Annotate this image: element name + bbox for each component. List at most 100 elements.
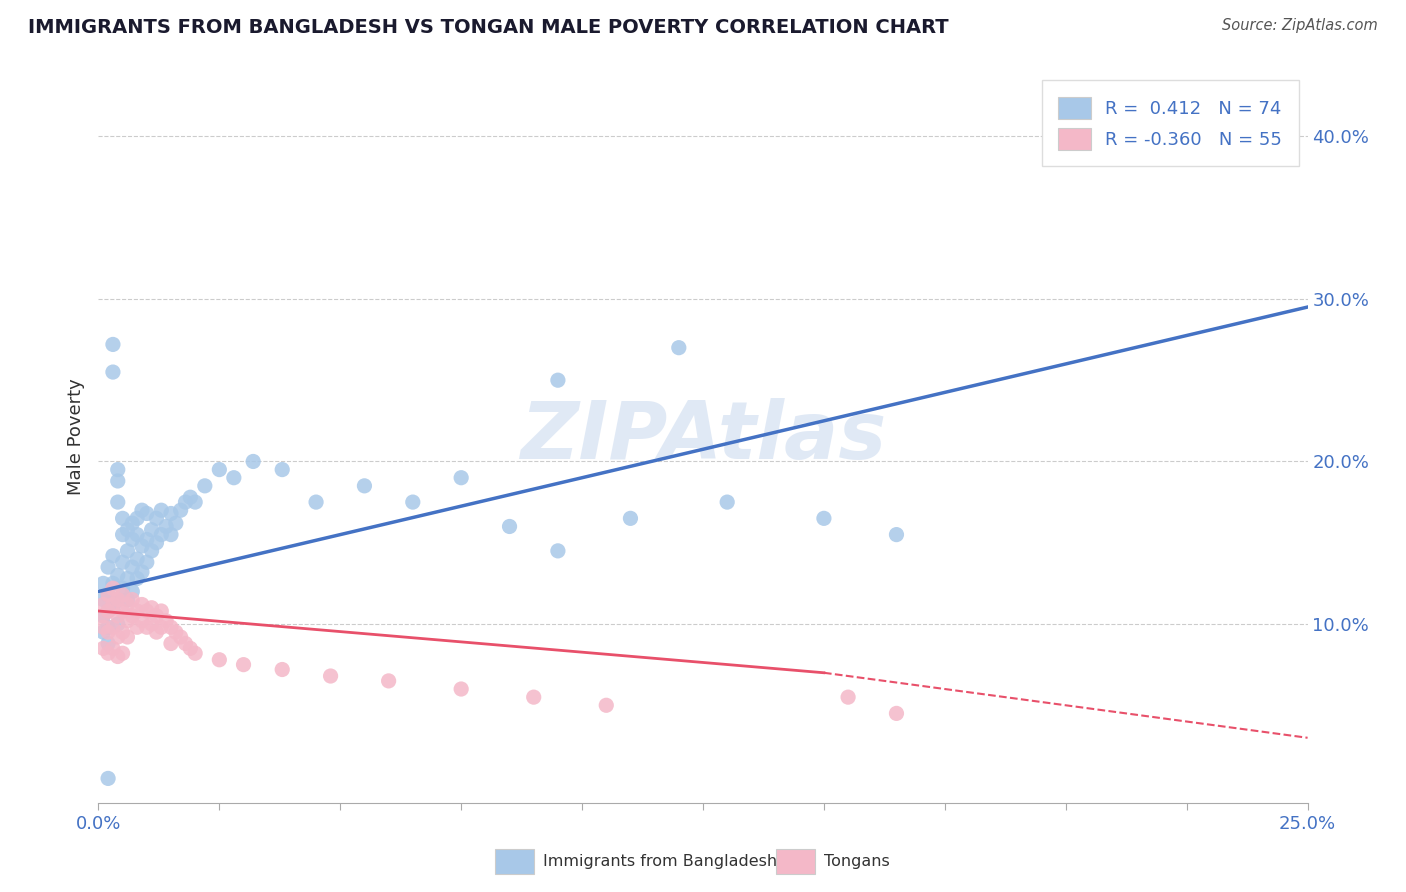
Point	[107, 630, 129, 644]
Point	[169, 630, 191, 644]
Point	[179, 641, 201, 656]
Point	[127, 572, 149, 586]
Point	[107, 592, 129, 607]
Point	[232, 657, 254, 672]
Point	[184, 495, 207, 509]
Point	[135, 555, 157, 569]
Point	[184, 646, 207, 660]
Point	[121, 516, 143, 531]
Point	[160, 507, 183, 521]
Point	[111, 581, 134, 595]
Point	[121, 592, 143, 607]
Point	[160, 620, 183, 634]
Point	[97, 636, 120, 650]
Point	[101, 641, 124, 656]
Point	[150, 620, 173, 634]
Text: Source: ZipAtlas.com: Source: ZipAtlas.com	[1222, 18, 1378, 33]
Point	[97, 588, 120, 602]
Point	[498, 519, 520, 533]
Point	[127, 527, 149, 541]
Point	[91, 592, 114, 607]
Point	[117, 630, 139, 644]
Point	[523, 690, 546, 705]
Point	[135, 533, 157, 547]
Point	[107, 474, 129, 488]
Point	[97, 772, 120, 786]
Point	[450, 681, 472, 696]
Legend: R =  0.412   N = 74, R = -0.360   N = 55: R = 0.412 N = 74, R = -0.360 N = 55	[1042, 80, 1299, 166]
Point	[179, 490, 201, 504]
Point	[107, 649, 129, 664]
Point	[117, 614, 139, 628]
Point	[141, 523, 163, 537]
Point	[121, 584, 143, 599]
Point	[97, 560, 120, 574]
Point	[111, 511, 134, 525]
Point	[547, 373, 569, 387]
Text: ZIPAtlas: ZIPAtlas	[520, 398, 886, 476]
Point	[91, 620, 114, 634]
Point	[668, 341, 690, 355]
Point	[121, 533, 143, 547]
Point	[91, 576, 114, 591]
Point	[117, 592, 139, 607]
Point	[174, 636, 197, 650]
Point	[101, 365, 124, 379]
Point	[165, 516, 187, 531]
Point	[121, 608, 143, 623]
Point	[155, 614, 177, 628]
Point	[107, 617, 129, 632]
Point	[402, 495, 425, 509]
Point	[131, 614, 153, 628]
Point	[101, 576, 124, 591]
Point	[97, 625, 120, 640]
Point	[107, 568, 129, 582]
Point	[111, 625, 134, 640]
Point	[131, 503, 153, 517]
Point	[127, 552, 149, 566]
Text: Tongans: Tongans	[824, 855, 890, 869]
Point	[97, 588, 120, 602]
Point	[111, 604, 134, 618]
Point	[305, 495, 328, 509]
Point	[194, 479, 217, 493]
Point	[97, 620, 120, 634]
Point	[145, 511, 167, 525]
Point	[160, 636, 183, 650]
Point	[131, 539, 153, 553]
Point	[145, 608, 167, 623]
Point	[97, 604, 120, 618]
Point	[450, 471, 472, 485]
Point	[222, 471, 245, 485]
Point	[353, 479, 375, 493]
Point	[97, 646, 120, 660]
Text: Immigrants from Bangladesh: Immigrants from Bangladesh	[543, 855, 778, 869]
Point	[135, 620, 157, 634]
Point	[117, 572, 139, 586]
Point	[107, 608, 129, 623]
Point	[111, 527, 134, 541]
Point	[208, 462, 231, 476]
Point	[716, 495, 738, 509]
Point	[97, 604, 120, 618]
Point	[107, 592, 129, 607]
Point	[127, 620, 149, 634]
Point	[131, 598, 153, 612]
Point	[619, 511, 641, 525]
Point	[101, 549, 124, 563]
Point	[121, 560, 143, 574]
Point	[127, 511, 149, 525]
Point	[886, 527, 908, 541]
Point	[319, 669, 342, 683]
Point	[135, 604, 157, 618]
Point	[150, 503, 173, 517]
Point	[377, 673, 399, 688]
Point	[150, 527, 173, 541]
Point	[107, 495, 129, 509]
Point	[91, 625, 114, 640]
Point	[127, 604, 149, 618]
Point	[271, 462, 294, 476]
Point	[131, 565, 153, 579]
Point	[111, 646, 134, 660]
Point	[141, 617, 163, 632]
